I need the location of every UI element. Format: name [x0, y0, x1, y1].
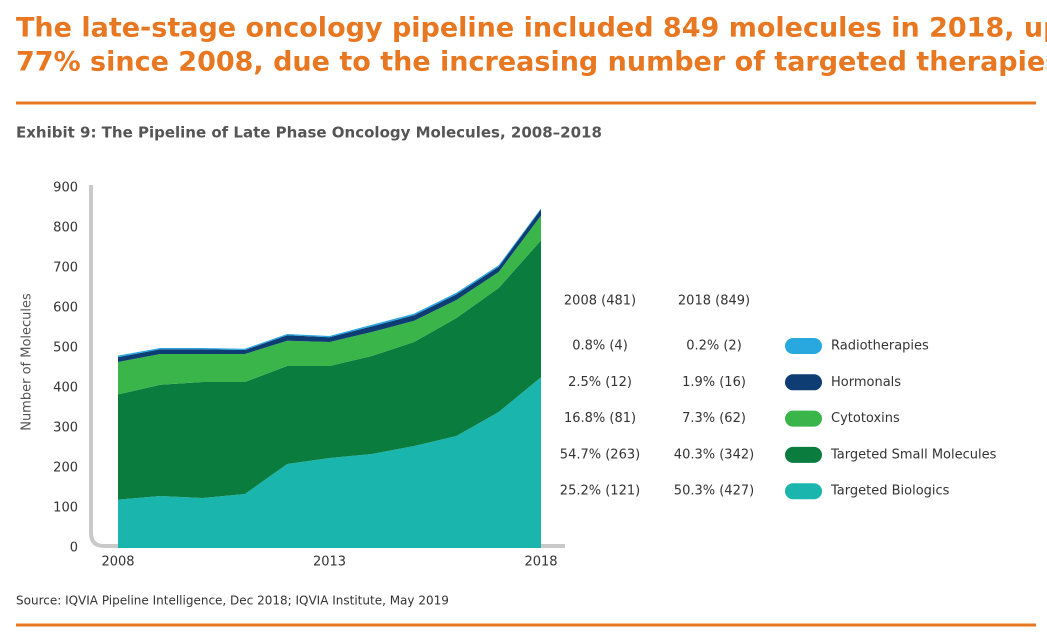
y-tick-label: 500 [53, 341, 78, 356]
legend-swatch [785, 338, 822, 354]
y-axis-title: Number of Molecules [20, 293, 35, 431]
table-cell: 0.2% (2) [686, 339, 742, 354]
headline: 77% since 2008, due to the increasing nu… [16, 47, 1047, 78]
y-tick-label: 600 [53, 301, 78, 316]
table-cell: 40.3% (342) [674, 447, 754, 462]
headline: The late-stage oncology pipeline include… [16, 13, 1047, 44]
table-cell: 25.2% (121) [560, 484, 640, 499]
legend-swatch [785, 483, 822, 500]
legend-label: Targeted Small Molecules [830, 447, 997, 462]
area [118, 240, 541, 500]
legend-swatch [785, 374, 822, 391]
x-tick-label: 2013 [313, 555, 346, 570]
y-tick-label: 0 [70, 541, 78, 556]
area [118, 377, 541, 548]
x-tick-label: 2008 [101, 555, 134, 570]
legend-swatch [785, 410, 822, 427]
table-cell: 54.7% (263) [560, 447, 640, 462]
y-tick-label: 300 [53, 421, 78, 436]
area [118, 215, 541, 395]
y-tick-label: 100 [53, 501, 78, 516]
y-tick-label: 900 [53, 181, 78, 196]
y-tick-label: 800 [53, 221, 78, 236]
axis-frame [89, 185, 565, 548]
table-cell: 50.3% (427) [674, 484, 754, 499]
table-cell: 2.5% (12) [568, 375, 632, 390]
table-header: 2018 (849) [678, 294, 750, 309]
table-cell: 1.9% (16) [682, 375, 746, 390]
y-tick-label: 700 [53, 261, 78, 276]
legend-swatch [785, 446, 822, 463]
chart-title: Exhibit 9: The Pipeline of Late Phase On… [16, 124, 602, 142]
legend-label: Hormonals [831, 375, 901, 390]
legend-label: Radiotherapies [831, 339, 929, 354]
table-cell: 0.8% (4) [572, 339, 628, 354]
table-header: 2008 (481) [564, 294, 636, 309]
source: Source: IQVIA Pipeline Intelligence, Dec… [16, 594, 449, 608]
legend-label: Cytotoxins [831, 411, 900, 426]
y-tick-label: 400 [53, 381, 78, 396]
table-cell: 7.3% (62) [682, 411, 746, 426]
y-tick-label: 200 [53, 461, 78, 476]
x-tick-label: 2018 [524, 555, 557, 570]
table-cell: 16.8% (81) [564, 411, 636, 426]
legend-label: Targeted Biologics [830, 484, 950, 499]
